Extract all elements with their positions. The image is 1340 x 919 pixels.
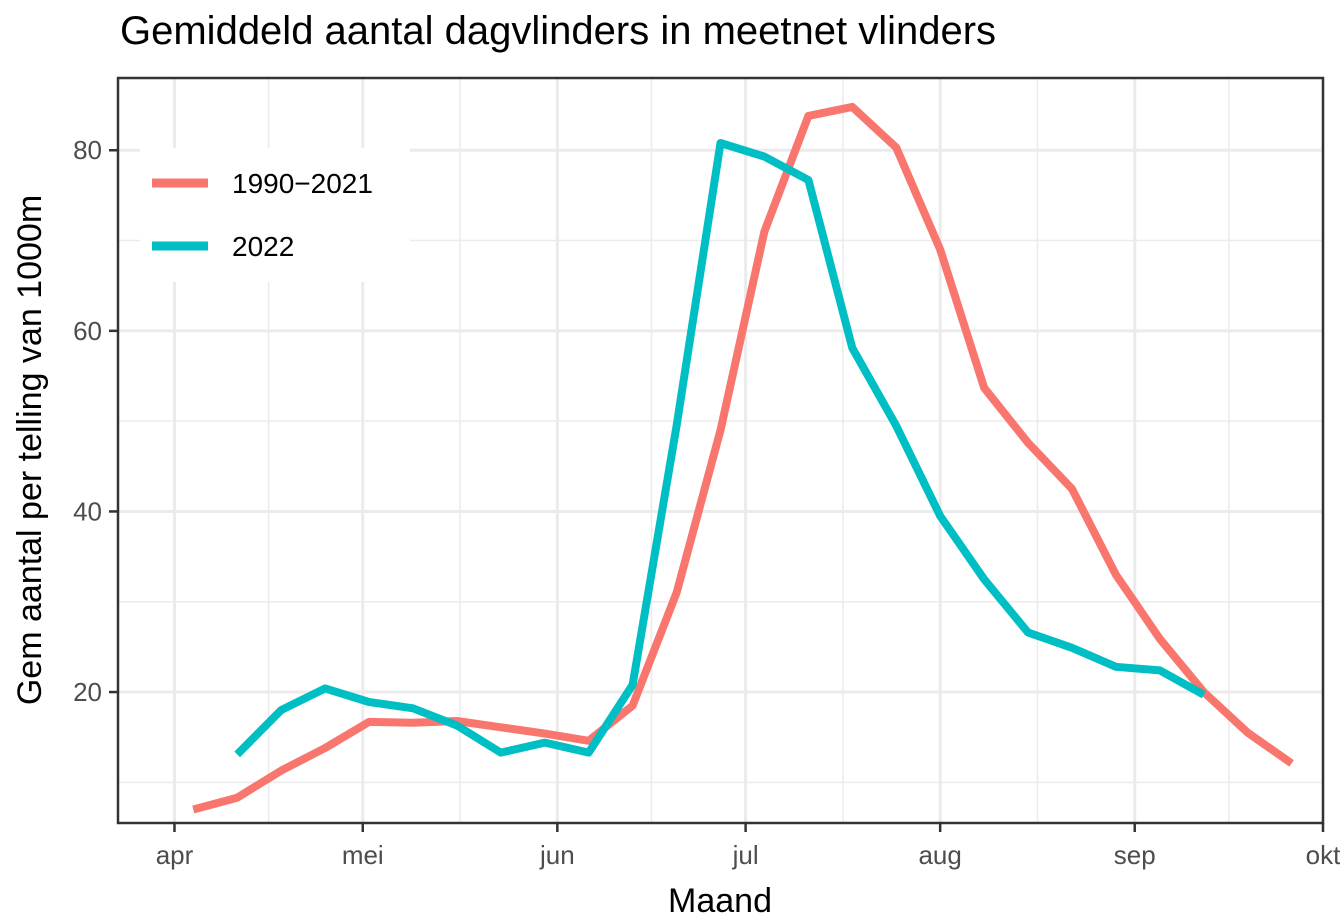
plot-panel — [116, 76, 1325, 825]
series-lines — [192, 102, 1294, 814]
y-tick-label: 20 — [73, 677, 102, 707]
x-tick-label: jul — [732, 840, 759, 870]
x-tick-label: okt — [1306, 840, 1340, 870]
chart-title: Gemiddeld aantal dagvlinders in meetnet … — [120, 9, 996, 53]
x-tick-label: mei — [342, 840, 384, 870]
x-tick-label: aug — [918, 840, 961, 870]
y-tick-label: 80 — [73, 135, 102, 165]
y-tick-label: 60 — [73, 316, 102, 346]
y-tick-label: 40 — [73, 496, 102, 526]
series-line-1 — [234, 139, 1206, 758]
legend-label-0: 1990−2021 — [232, 168, 373, 199]
legend: 1990−2021 2022 — [140, 148, 410, 282]
series-line-0 — [192, 102, 1294, 814]
x-axis: apr mei jun jul aug sep okt — [156, 823, 1340, 870]
legend-label-1: 2022 — [232, 231, 294, 262]
legend-background — [140, 148, 410, 282]
x-tick-label: sep — [1114, 840, 1156, 870]
y-axis: 20 40 60 80 — [73, 135, 118, 707]
x-axis-title: Maand — [668, 882, 772, 919]
x-tick-label: apr — [156, 840, 194, 870]
x-tick-label: jun — [539, 840, 575, 870]
y-axis-title: Gem aantal per telling van 1000m — [11, 195, 49, 705]
